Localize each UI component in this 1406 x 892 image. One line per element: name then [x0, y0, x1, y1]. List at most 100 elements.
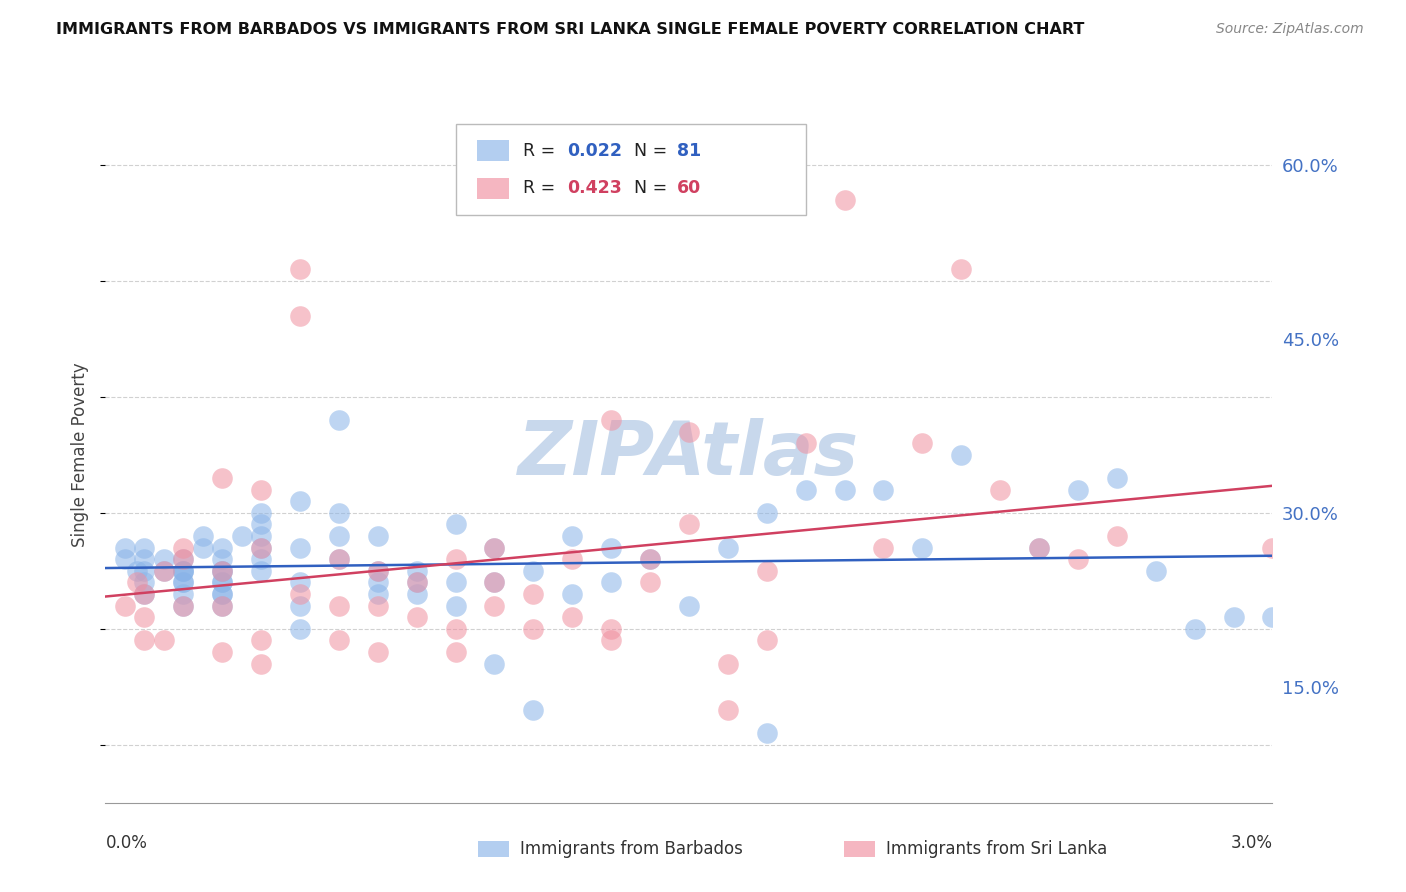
Point	[250, 541, 273, 555]
Point	[1261, 610, 1284, 624]
Point	[444, 622, 467, 636]
Text: Source: ZipAtlas.com: Source: ZipAtlas.com	[1216, 22, 1364, 37]
Point	[250, 552, 273, 566]
Point	[172, 587, 194, 601]
Point	[561, 529, 583, 543]
Point	[755, 564, 778, 578]
Point	[950, 262, 973, 277]
Point	[211, 575, 233, 590]
Bar	[477, 178, 509, 199]
Point	[288, 622, 311, 636]
Text: N =: N =	[634, 179, 668, 197]
Point	[678, 599, 700, 613]
Point	[328, 529, 350, 543]
Point	[172, 552, 194, 566]
Point	[405, 575, 427, 590]
Text: R =: R =	[523, 142, 561, 160]
Point	[444, 599, 467, 613]
Point	[444, 552, 467, 566]
Point	[600, 622, 623, 636]
Point	[367, 564, 389, 578]
Point	[950, 448, 973, 462]
Point	[600, 575, 623, 590]
Point	[211, 564, 233, 578]
Text: Immigrants from Barbados: Immigrants from Barbados	[520, 840, 744, 858]
Point	[211, 587, 233, 601]
Point	[250, 657, 273, 671]
Point	[250, 529, 273, 543]
Point	[250, 564, 273, 578]
Point	[172, 575, 194, 590]
Point	[794, 436, 817, 450]
Point	[211, 587, 233, 601]
Point	[678, 425, 700, 439]
Point	[367, 575, 389, 590]
Point	[250, 517, 273, 532]
Point	[211, 471, 233, 485]
Point	[638, 575, 661, 590]
Point	[444, 645, 467, 659]
Point	[484, 575, 506, 590]
Point	[484, 657, 506, 671]
Point	[600, 541, 623, 555]
Text: N =: N =	[634, 142, 668, 160]
Point	[328, 599, 350, 613]
Point	[172, 564, 194, 578]
Point	[561, 610, 583, 624]
Point	[1222, 610, 1244, 624]
Point	[114, 552, 136, 566]
Point	[405, 587, 427, 601]
Point	[231, 529, 253, 543]
Point	[834, 483, 856, 497]
Point	[1028, 541, 1050, 555]
Point	[328, 552, 350, 566]
Point	[405, 610, 427, 624]
Point	[872, 541, 894, 555]
Point	[250, 633, 273, 648]
Point	[911, 541, 934, 555]
Point	[114, 599, 136, 613]
Point	[717, 541, 740, 555]
Text: R =: R =	[523, 179, 561, 197]
Text: Immigrants from Sri Lanka: Immigrants from Sri Lanka	[886, 840, 1107, 858]
Point	[191, 529, 214, 543]
Text: 0.0%: 0.0%	[105, 834, 148, 852]
Text: 81: 81	[678, 142, 702, 160]
Point	[444, 517, 467, 532]
Point	[211, 599, 233, 613]
Point	[153, 564, 174, 578]
Point	[484, 541, 506, 555]
Point	[444, 575, 467, 590]
Point	[367, 564, 389, 578]
Point	[211, 564, 233, 578]
Text: 3.0%: 3.0%	[1230, 834, 1272, 852]
Point	[172, 552, 194, 566]
Point	[288, 587, 311, 601]
Point	[211, 575, 233, 590]
Point	[755, 726, 778, 740]
Point	[717, 657, 740, 671]
Point	[134, 564, 156, 578]
Point	[367, 645, 389, 659]
Point	[172, 599, 194, 613]
FancyBboxPatch shape	[456, 124, 806, 215]
Point	[288, 262, 311, 277]
Text: 0.423: 0.423	[568, 179, 623, 197]
Point	[172, 564, 194, 578]
Point	[1028, 541, 1050, 555]
Point	[522, 587, 544, 601]
Point	[988, 483, 1011, 497]
Point	[125, 564, 148, 578]
Text: IMMIGRANTS FROM BARBADOS VS IMMIGRANTS FROM SRI LANKA SINGLE FEMALE POVERTY CORR: IMMIGRANTS FROM BARBADOS VS IMMIGRANTS F…	[56, 22, 1084, 37]
Point	[405, 575, 427, 590]
Point	[288, 494, 311, 508]
Point	[522, 564, 544, 578]
Point	[125, 575, 148, 590]
Point	[755, 506, 778, 520]
Point	[172, 599, 194, 613]
Point	[328, 506, 350, 520]
Point	[288, 541, 311, 555]
Point	[638, 552, 661, 566]
Point	[134, 575, 156, 590]
Point	[678, 517, 700, 532]
